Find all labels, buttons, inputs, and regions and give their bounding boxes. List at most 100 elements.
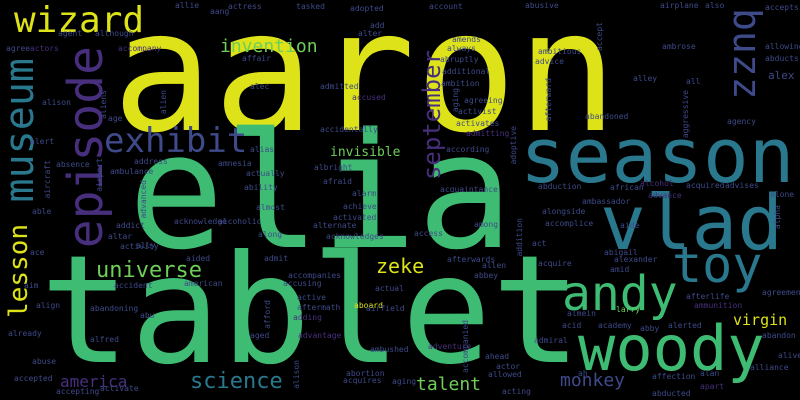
word-abortion: abortion	[346, 369, 385, 378]
word-wizard: wizard	[14, 0, 145, 41]
word-accident: accident	[114, 281, 153, 290]
word-additional: additional	[442, 67, 491, 76]
word-aide: aide	[620, 221, 640, 230]
word-alcohol: alcohol	[640, 179, 674, 188]
word-actually: actually	[246, 169, 285, 178]
word-almost: almost	[256, 203, 285, 212]
word-along: along	[258, 230, 283, 239]
word-alley: alley	[633, 74, 658, 83]
word-accused: accused	[352, 93, 386, 102]
word-achieve: achieve	[343, 202, 377, 211]
word-afterlife: afterlife	[686, 292, 730, 301]
word-activity: activity	[120, 242, 159, 251]
word-alias: alias	[250, 145, 275, 154]
word-activate: activate	[100, 384, 139, 393]
word-alerted: alerted	[668, 321, 702, 330]
word-accidentally: accidentally	[320, 125, 378, 134]
word-abbey: abbey	[474, 271, 499, 280]
word-abuse: abuse	[32, 357, 57, 366]
word-accompany: accompany	[118, 44, 162, 53]
word-abandoning: abandoning	[90, 304, 139, 313]
word-allowing: allowing	[765, 42, 800, 51]
word-accepting: accepting	[56, 387, 100, 396]
word-agency: agency	[727, 117, 756, 126]
word-aged: aged	[250, 331, 270, 340]
word-admitted: admitted	[320, 82, 359, 91]
word-america: america	[60, 372, 128, 391]
word-almein: almein	[567, 309, 596, 318]
word-alternate: alternate	[313, 221, 357, 230]
word-accompanies: accompanies	[288, 271, 341, 280]
word-ability: ability	[244, 183, 278, 192]
word-ambitious: ambitious	[538, 47, 582, 56]
word-talent: talent	[416, 374, 482, 395]
word-among: among	[474, 220, 499, 229]
word-accusing: accusing	[283, 279, 322, 288]
word-apart: apart	[700, 382, 725, 391]
word-aliens: aliens	[99, 90, 108, 119]
word-altar: altar	[108, 232, 133, 241]
word-advance: advance	[648, 191, 682, 200]
word-adopted: adopted	[350, 4, 384, 13]
word-virgin: virgin	[733, 311, 788, 329]
word-according: according	[446, 145, 490, 154]
word-abducts: abducts	[765, 54, 799, 63]
word-museum: museum	[0, 58, 43, 203]
word-aging: aging	[392, 377, 417, 386]
word-ammunition: ammunition	[694, 301, 743, 310]
word-advantage: advantage	[298, 331, 342, 340]
word-alison: alison	[42, 98, 71, 107]
word-tablet: tablet	[40, 224, 582, 398]
word-afraid: afraid	[323, 177, 352, 186]
word-abruptly: abruptly	[440, 55, 479, 64]
word-airport: airport	[95, 158, 104, 192]
word-acknowledges: acknowledges	[326, 232, 384, 241]
word-alan: alan	[700, 369, 720, 378]
word-afterwards: afterwards	[447, 255, 496, 264]
word-activates: activates	[456, 119, 500, 128]
word-afterward: afterward	[544, 78, 553, 122]
word-alec: alec	[250, 82, 270, 91]
word-alert: alert	[30, 137, 55, 146]
word-ahead: ahead	[485, 352, 510, 361]
word-already: already	[8, 329, 42, 338]
word-alison2: alison	[292, 360, 301, 389]
word-alongside: alongside	[542, 207, 586, 216]
word-woody: woody	[578, 312, 765, 385]
word-admit: admit	[264, 254, 289, 263]
word-amid: amid	[610, 265, 630, 274]
word-agreement: agreement	[762, 288, 800, 297]
word-addition: addition	[515, 218, 524, 257]
word-abu: abu	[140, 311, 155, 320]
word-accepted: accepted	[14, 374, 53, 383]
word-acquaintance: acquaintance	[440, 185, 498, 194]
word-amnesia: amnesia	[218, 159, 252, 168]
word-ace: ace	[30, 248, 45, 257]
word-september: september	[418, 50, 446, 181]
word-episode: episode	[58, 46, 114, 249]
word-acquires: acquires	[343, 376, 382, 385]
word-act: act	[532, 239, 547, 248]
word-abduction: abduction	[538, 182, 582, 191]
word-always: always	[447, 44, 476, 53]
word-airfield: airfield	[366, 304, 405, 313]
word-aim: aim	[24, 281, 39, 290]
word-ambushed: ambushed	[370, 345, 409, 354]
word-universe: universe	[96, 258, 202, 283]
word-ambassador: ambassador	[582, 197, 631, 206]
word-access: access	[414, 229, 443, 238]
word-buzz: buzz	[725, 8, 769, 100]
word-admiral: admiral	[534, 336, 568, 345]
word-abigail: abigail	[604, 248, 638, 257]
word-able: able	[32, 207, 52, 216]
word-accompanied: accompanied	[461, 320, 470, 373]
word-activated: activated	[333, 213, 377, 222]
word-alexander: alexander	[614, 255, 658, 264]
word-zeke: zeke	[376, 254, 425, 278]
word-aboard: aboard	[354, 301, 383, 310]
word-affair: affair	[242, 54, 271, 63]
word-invention: invention	[220, 36, 318, 57]
word-actress: actress	[228, 2, 262, 11]
word-align: align	[36, 301, 61, 310]
word-alex: alex	[768, 69, 795, 82]
